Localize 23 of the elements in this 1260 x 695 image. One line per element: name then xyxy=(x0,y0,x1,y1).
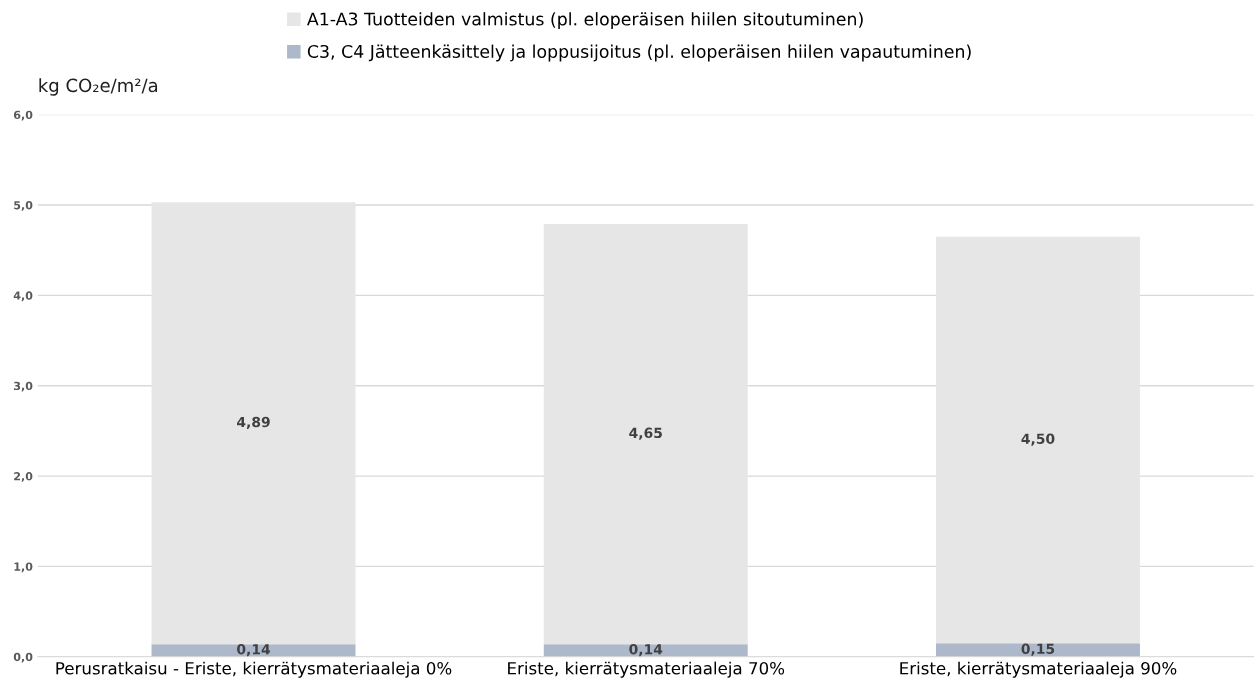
bar xyxy=(151,202,356,645)
data-label: 0,14 xyxy=(629,643,663,657)
x-tick-label: Perusratkaisu - Eriste, kierrätysmateriaaleja 0% xyxy=(56,661,452,678)
data-label: 4,89 xyxy=(237,416,270,430)
legend-label: C3, C4 Jätteenkäsittely ja loppusijoitus (pl. eloperäisen hiilen vapautuminen) xyxy=(307,44,971,62)
data-label: 4,65 xyxy=(629,427,662,440)
data-label: 0,15 xyxy=(1021,643,1055,656)
y-tick-label: 1,0 xyxy=(14,562,33,573)
y-tick-label: 2,0 xyxy=(14,472,33,482)
x-tick-label: Eriste, kierrätysmateriaaleja 70% xyxy=(508,661,785,678)
y-tick-label: 4,0 xyxy=(13,291,33,302)
bar xyxy=(936,643,1140,657)
x-tick-label: Eriste, kierrätysmateriaaleja 90% xyxy=(900,661,1177,678)
bar xyxy=(936,236,1140,644)
y-tick-label: 6,0 xyxy=(13,110,33,121)
y-tick-label: 5,0 xyxy=(14,201,33,211)
data-label: 0,14 xyxy=(237,643,271,657)
y-tick-label: 0,0 xyxy=(13,652,33,663)
y-axis-title: kg CO₂e/m²/a xyxy=(39,78,158,96)
data-label: 4,50 xyxy=(1021,433,1055,446)
legend-label: A1-A3 Tuotteiden valmistus (pl. eloperäisen hiilen sitoutuminen) xyxy=(307,12,863,29)
bar xyxy=(543,224,748,645)
y-tick-label: 3,0 xyxy=(14,381,33,392)
